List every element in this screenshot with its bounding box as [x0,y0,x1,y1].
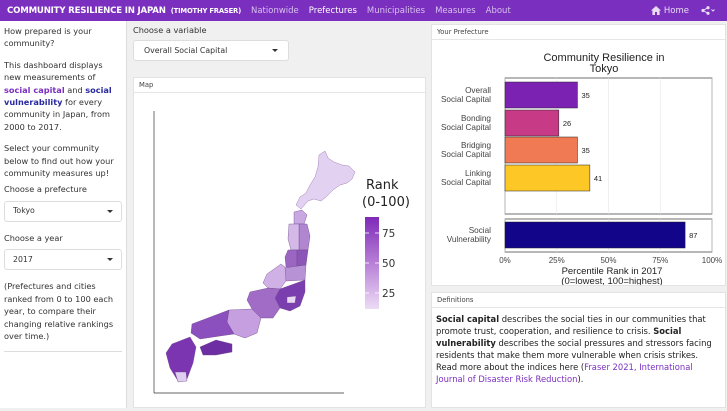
region-kyushu[interactable] [165,336,197,382]
category-label-line-1: Social [469,226,491,235]
region-shikoku[interactable] [199,339,233,356]
sidebar-question: How prepared is your community? [4,26,92,49]
year-label: Choose a year [4,232,63,243]
definitions-header: Definitions [432,293,725,308]
sidebar-select-prompt: Select your community below to find out … [4,143,114,179]
legend-title-1: Rank [366,178,399,193]
navbar: COMMUNITY RESILIENCE IN JAPAN (TIMOTHY FR… [0,0,727,21]
x-tick-label: 0% [499,256,511,265]
home-label: Home [663,5,689,16]
variable-label: Choose a variable [133,25,207,35]
legend-tick-25: 25 [382,288,395,300]
brand-title[interactable]: COMMUNITY RESILIENCE IN JAPAN (TIMOTHY FR… [7,5,241,16]
chart-panel: Your Prefecture Community Resilience in T… [431,24,726,287]
category-label-line-2: Social Capital [441,150,491,159]
bar-value-label: 41 [594,174,602,183]
share-button[interactable] [701,6,715,15]
variable-select[interactable]: Overall Social Capital [133,40,289,61]
nav-about[interactable]: About [485,5,511,16]
region-kagoshima[interactable] [174,371,188,383]
bar-value-label: 26 [563,119,571,128]
bar [504,109,560,137]
share-icon [701,6,715,15]
definitions-text: Social capital describes the social ties… [436,314,712,385]
chevron-down-icon [272,49,278,52]
map-panel: Map [133,77,426,408]
sidebar-note: (Prefectures and cities ranked from 0 to… [4,281,114,341]
legend-tick-50: 50 [382,258,395,270]
home-link[interactable]: Home [650,5,689,16]
map-header: Map [134,78,425,93]
x-axis-label-line-2: (0=lowest, 100=highest) [561,276,662,285]
variable-value: Overall Social Capital [144,46,228,55]
category-label-line-1: Linking [465,169,491,178]
bar-value-label: 35 [581,146,589,155]
sidebar-intro: This dashboard displays new measurements… [4,59,112,132]
category-label-line-1: Bridging [461,141,491,150]
region-tokyo[interactable] [286,295,297,304]
prefecture-select[interactable]: Tokyo [4,200,122,222]
category-label-line-2: Social Capital [441,123,491,132]
chevron-down-icon [107,258,113,262]
home-icon [650,6,661,15]
legend-colorbar [365,217,379,309]
chevron-down-icon [107,209,113,213]
prefecture-value: Tokyo [13,206,35,216]
chart-title-line-1: Community Resilience in [543,52,664,64]
region-akita[interactable] [287,223,300,251]
category-label-line-2: Vulnerability [447,235,492,244]
region-yamagata[interactable] [284,249,298,269]
region-hokkaido[interactable] [295,150,356,210]
region-chubu[interactable] [246,287,281,319]
definitions-panel: Definitions Social capital describes the… [431,292,726,408]
bar [504,136,578,164]
nav-measures[interactable]: Measures [435,5,476,16]
category-label-line-2: Social Capital [441,95,491,104]
category-label-line-2: Social Capital [441,178,491,187]
region-aomori[interactable] [293,209,308,225]
bar [504,221,686,249]
x-tick-label: 25% [549,256,565,265]
legend-title-2: (0-100) [362,195,410,210]
nav-municipalities[interactable]: Municipalities [366,5,426,16]
prefecture-label: Choose a prefecture [4,184,87,195]
region-iwate[interactable] [298,223,311,251]
citation-link[interactable]: Fraser 2021, International Journal of Di… [436,362,693,385]
divider [4,351,122,353]
legend-tick-75: 75 [382,228,395,240]
region-niigata[interactable] [262,263,287,290]
bar [504,81,578,109]
year-select[interactable]: 2017 [4,249,122,271]
japan-map[interactable]: Rank (0-100) 75 50 25 [134,93,425,407]
region-chugoku[interactable] [190,309,235,340]
sidebar: How prepared is your community? This das… [0,21,127,408]
x-tick-label: 100% [702,256,722,265]
category-label-line-1: Overall [465,86,491,95]
nav-prefectures[interactable]: Prefectures [308,5,357,16]
chart-title-line-2: Tokyo [590,63,619,75]
map-column: Choose a variable Overall Social Capital… [131,21,427,408]
bar-value-label: 35 [581,91,589,100]
x-tick-label: 75% [652,256,668,265]
x-axis-label-line-1: Percentile Rank in 2017 [562,266,663,277]
chart-header: Your Prefecture [432,25,725,40]
category-label-line-1: Bonding [461,114,491,123]
year-value: 2017 [13,254,33,264]
results-column: Your Prefecture Community Resilience in T… [431,24,727,408]
bar [504,164,591,192]
nav-nationwide[interactable]: Nationwide [250,5,299,16]
bar-value-label: 87 [689,231,697,240]
x-tick-label: 50% [600,256,616,265]
